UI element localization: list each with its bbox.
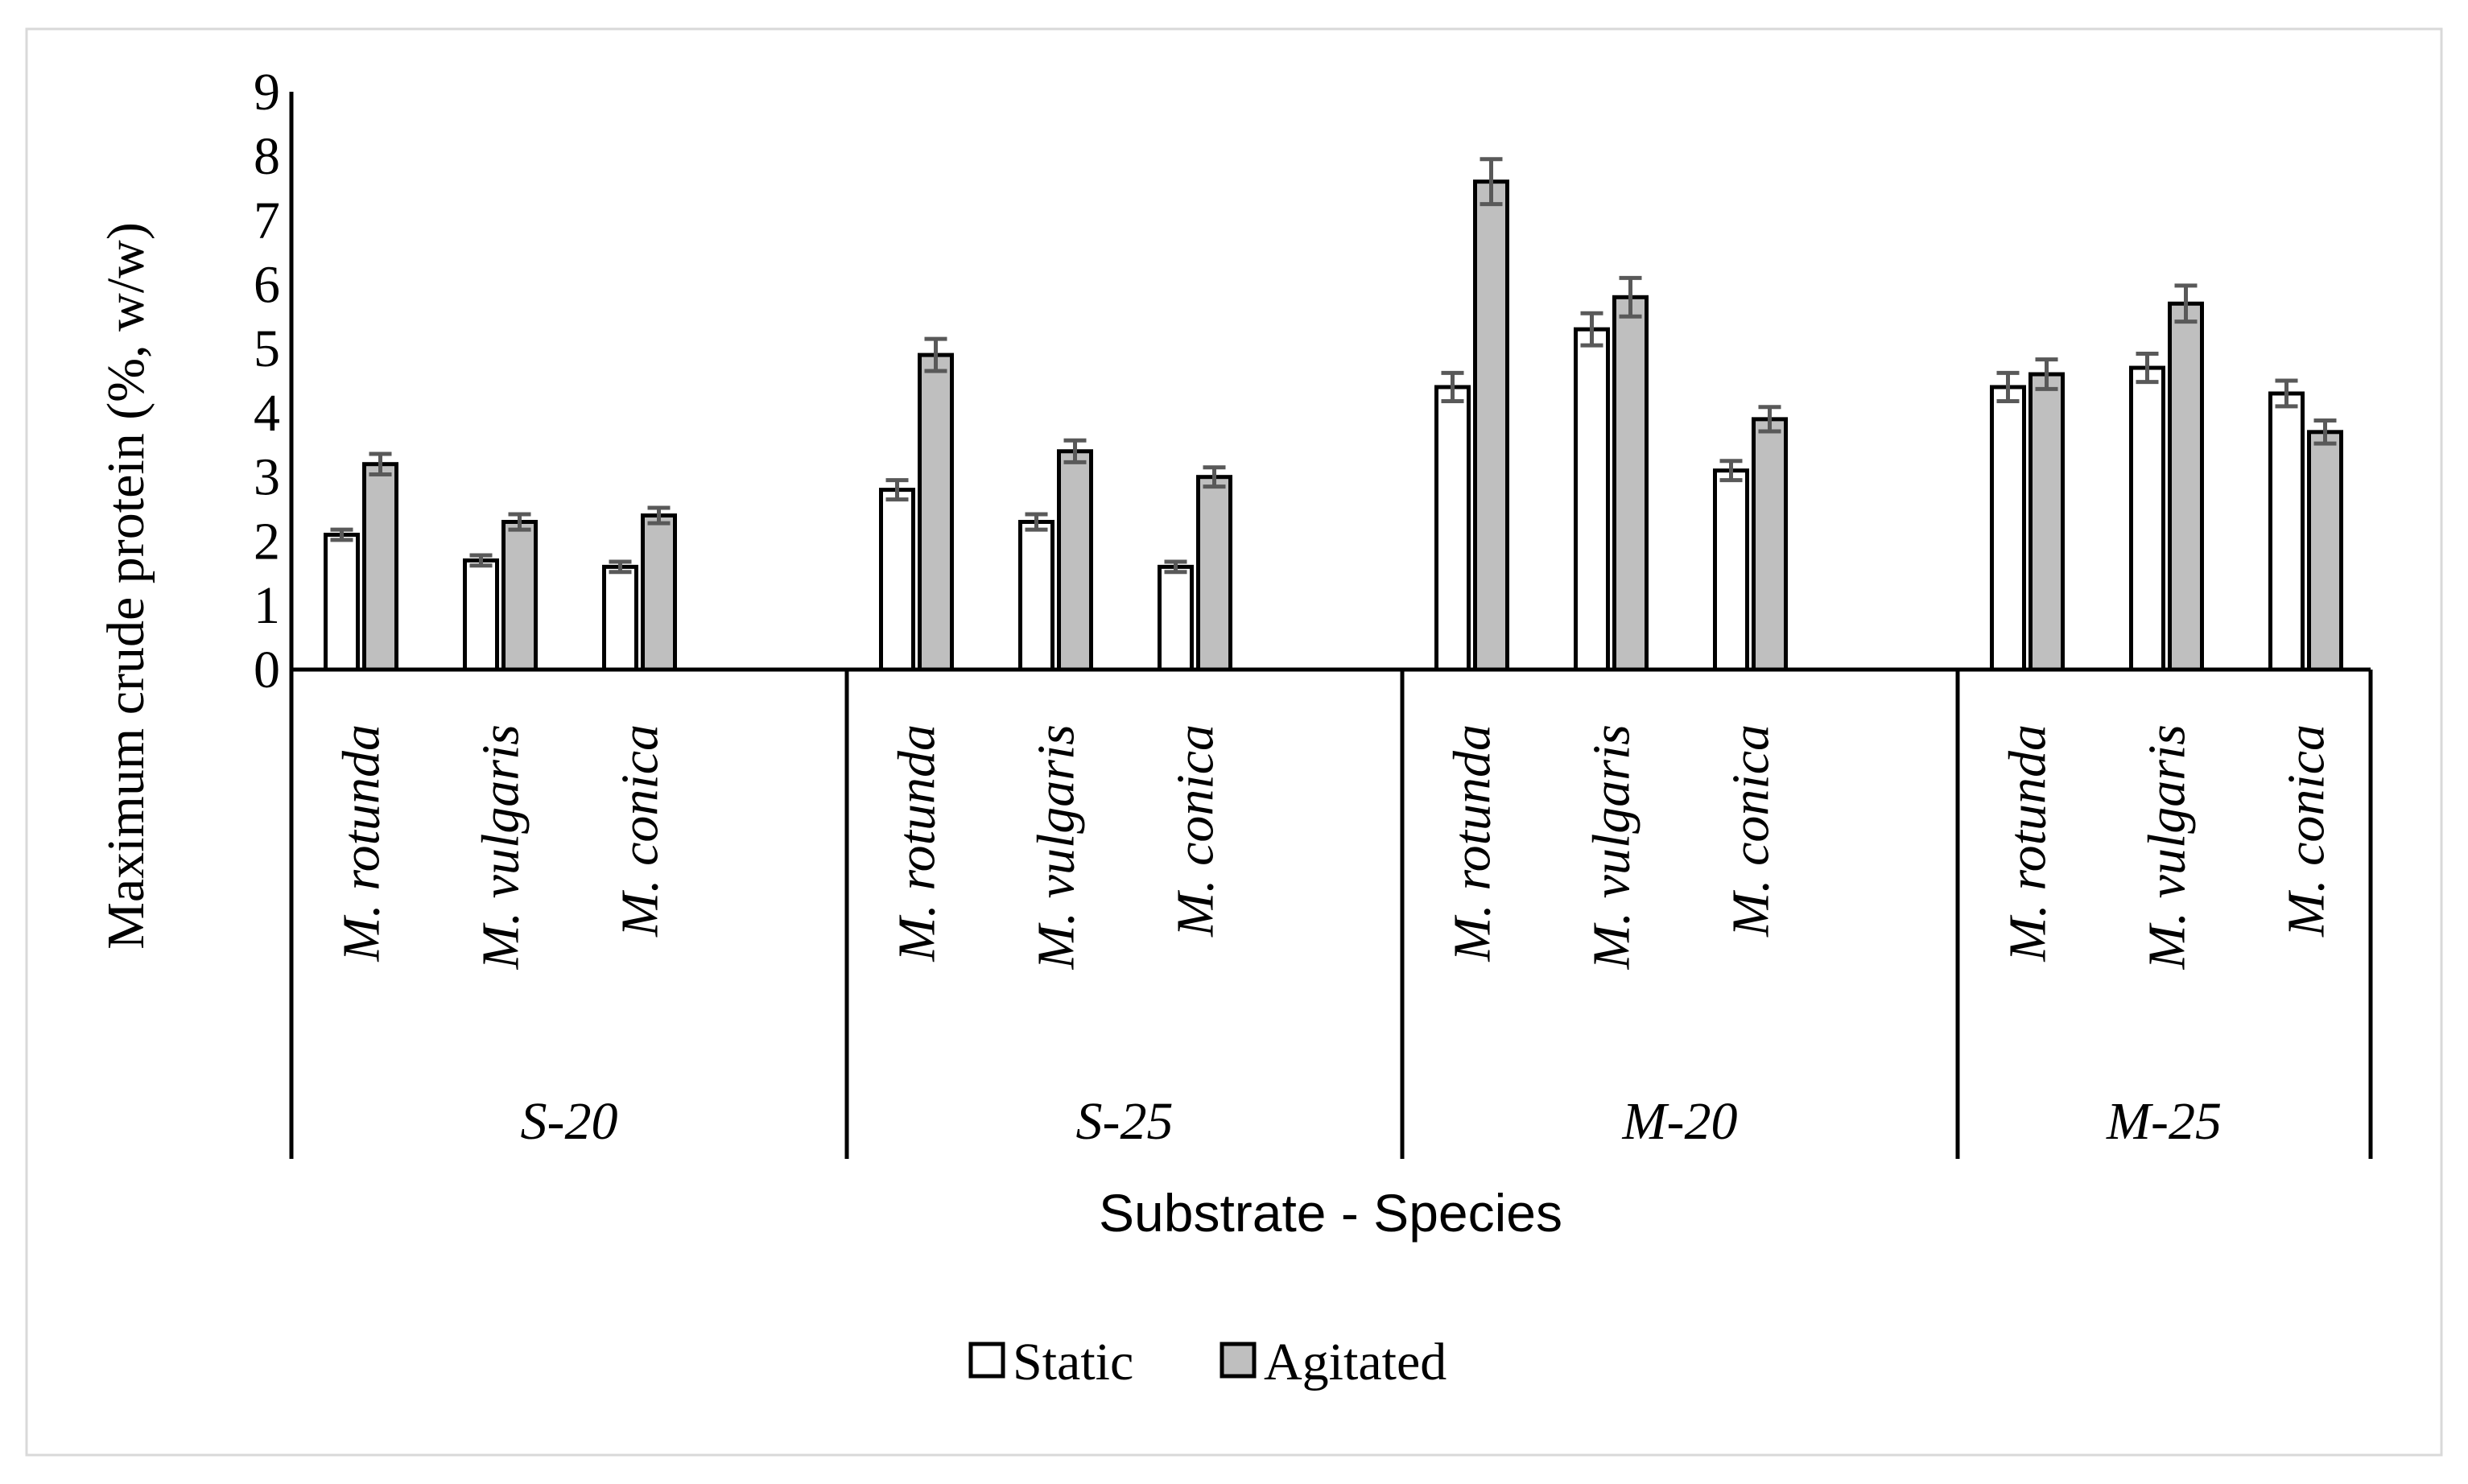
bar-static-7	[1574, 327, 1610, 672]
y-axis-title: Maximum crude protein (%, w/w)	[97, 222, 155, 950]
y-tick-label-8: 8	[254, 127, 280, 186]
bar-static-2	[602, 564, 638, 672]
bar-agitated-3	[918, 352, 954, 672]
error-bar-static-6	[1441, 370, 1464, 404]
error-bar-static-11	[2275, 378, 2298, 409]
bar-static-6	[1434, 385, 1471, 672]
species-label-2-0: M. rotunda	[1443, 724, 1502, 963]
bar-static-0	[324, 532, 360, 672]
error-bar-agitated-4	[1063, 438, 1087, 464]
error-bar-agitated-5	[1203, 465, 1226, 489]
bar-static-1	[463, 558, 499, 672]
species-label-3-2: M. conica	[2277, 724, 2336, 938]
error-bar-static-1	[469, 553, 493, 568]
error-bar-agitated-0	[369, 451, 392, 476]
error-bar-static-4	[1025, 512, 1048, 532]
bar-static-11	[2268, 391, 2305, 672]
error-bar-static-3	[885, 478, 909, 502]
error-bar-agitated-6	[1480, 157, 1503, 207]
species-label-0-2: M. conica	[611, 724, 670, 938]
bar-agitated-7	[1612, 295, 1649, 672]
bar-agitated-1	[501, 520, 538, 672]
y-tick-label-1: 1	[254, 576, 280, 635]
error-bar-static-2	[609, 559, 632, 575]
error-bar-agitated-3	[924, 336, 947, 373]
species-label-1-0: M. rotunda	[888, 724, 947, 963]
error-bar-agitated-1	[508, 512, 531, 532]
bar-static-8	[1713, 468, 1749, 672]
legend: Static Agitated	[968, 1333, 1447, 1391]
bar-agitated-10	[2168, 301, 2204, 672]
error-bar-static-5	[1164, 559, 1187, 575]
error-bar-agitated-10	[2174, 283, 2198, 324]
y-tick-label-6: 6	[254, 255, 280, 314]
species-label-0-1: M. vulgaris	[472, 724, 530, 970]
y-tick-label-4: 4	[254, 384, 280, 443]
bar-agitated-0	[362, 462, 398, 672]
bar-agitated-6	[1473, 179, 1509, 672]
error-bar-agitated-8	[1758, 405, 1781, 434]
legend-label-agitated: Agitated	[1264, 1333, 1447, 1391]
species-label-2-2: M. conica	[1722, 724, 1781, 938]
error-bar-static-10	[2136, 351, 2159, 385]
group-label-s-25: S-25	[1076, 1092, 1174, 1151]
y-tick-label-9: 9	[254, 63, 280, 122]
error-bar-agitated-2	[647, 505, 671, 526]
species-label-1-2: M. conica	[1166, 724, 1225, 938]
bar-agitated-4	[1057, 449, 1093, 672]
y-tick-label-2: 2	[254, 512, 280, 571]
error-bar-static-7	[1580, 311, 1603, 348]
bar-static-4	[1018, 520, 1054, 672]
bar-agitated-5	[1196, 475, 1232, 672]
y-tick-label-7: 7	[254, 192, 280, 250]
error-bar-agitated-11	[2313, 418, 2337, 446]
species-label-3-1: M. vulgaris	[2138, 724, 2197, 970]
bar-agitated-11	[2307, 430, 2343, 672]
error-bar-static-9	[1996, 370, 2020, 404]
bar-static-5	[1158, 564, 1194, 672]
bar-agitated-2	[641, 513, 677, 672]
bar-agitated-8	[1752, 417, 1788, 672]
bar-static-10	[2129, 365, 2165, 672]
legend-swatch-static	[968, 1342, 1005, 1379]
category-labels: M. rotunda M. vulgaris M. conica S-20 M. rot…	[332, 724, 2336, 1151]
y-tick-label-5: 5	[254, 319, 280, 378]
bar-static-3	[879, 488, 915, 672]
legend-swatch-agitated	[1220, 1342, 1257, 1379]
group-label-m-20: M-20	[1622, 1092, 1738, 1151]
chart-border	[25, 27, 2443, 1457]
species-label-2-1: M. vulgaris	[1583, 724, 1641, 970]
bar-agitated-9	[2028, 372, 2065, 672]
error-bar-agitated-7	[1619, 275, 1642, 319]
bar-static-9	[1990, 385, 2026, 672]
species-label-0-0: M. rotunda	[332, 724, 391, 963]
x-axis-title: Substrate - Species	[1099, 1183, 1562, 1243]
group-label-m-25: M-25	[2106, 1092, 2222, 1151]
legend-label-static: Static	[1013, 1333, 1133, 1391]
species-label-3-0: M. rotunda	[1999, 724, 2057, 963]
group-label-s-20: S-20	[521, 1092, 618, 1151]
y-tick-label-0: 0	[254, 641, 280, 699]
error-bar-agitated-9	[2035, 357, 2058, 391]
y-tick-label-3: 3	[254, 448, 280, 507]
error-bar-static-8	[1719, 459, 1743, 483]
error-bar-static-0	[330, 527, 353, 542]
species-label-1-1: M. vulgaris	[1027, 724, 1086, 970]
